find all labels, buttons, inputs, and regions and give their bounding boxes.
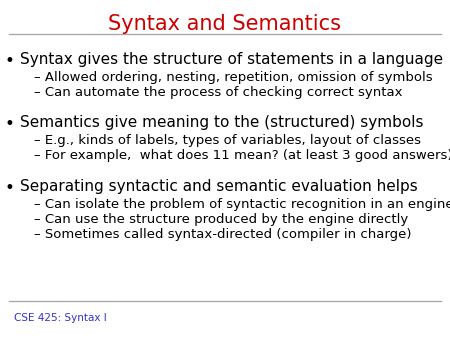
Text: – For example,  what does 11 mean? (at least 3 good answers): – For example, what does 11 mean? (at le…	[34, 149, 450, 162]
Text: •: •	[5, 179, 15, 197]
Text: Separating syntactic and semantic evaluation helps: Separating syntactic and semantic evalua…	[20, 179, 418, 194]
Text: •: •	[5, 115, 15, 133]
Text: – E.g., kinds of labels, types of variables, layout of classes: – E.g., kinds of labels, types of variab…	[34, 134, 421, 146]
Text: – Allowed ordering, nesting, repetition, omission of symbols: – Allowed ordering, nesting, repetition,…	[34, 71, 432, 84]
Text: Syntax and Semantics: Syntax and Semantics	[108, 14, 342, 33]
Text: •: •	[5, 52, 15, 70]
Text: CSE 425: Syntax I: CSE 425: Syntax I	[14, 313, 106, 323]
Text: – Can use the structure produced by the engine directly: – Can use the structure produced by the …	[34, 213, 408, 226]
Text: Syntax gives the structure of statements in a language: Syntax gives the structure of statements…	[20, 52, 443, 67]
Text: – Can isolate the problem of syntactic recognition in an engine: – Can isolate the problem of syntactic r…	[34, 198, 450, 211]
Text: Semantics give meaning to the (structured) symbols: Semantics give meaning to the (structure…	[20, 115, 424, 130]
Text: – Can automate the process of checking correct syntax: – Can automate the process of checking c…	[34, 86, 402, 99]
Text: – Sometimes called syntax-directed (compiler in charge): – Sometimes called syntax-directed (comp…	[34, 228, 411, 241]
